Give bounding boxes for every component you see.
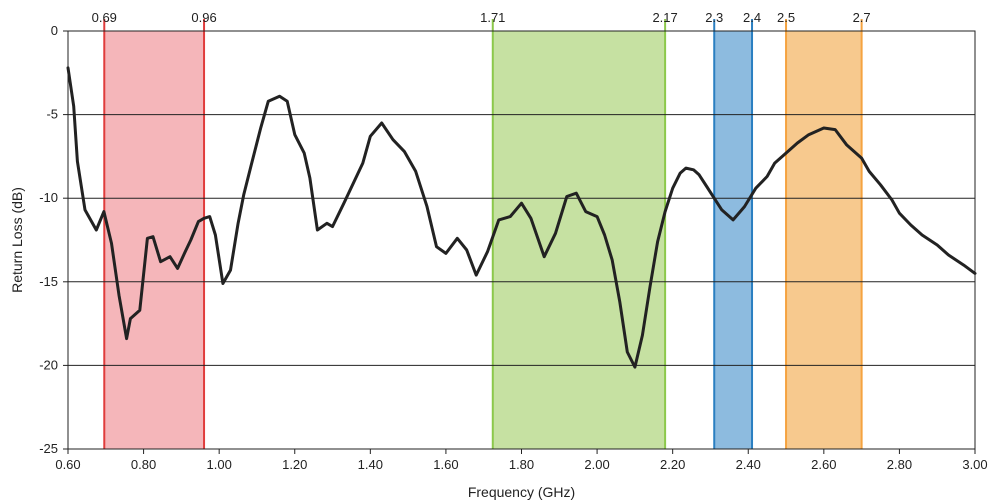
series-layer (66, 66, 977, 369)
x-tick-label-1: 0.80 (131, 457, 156, 472)
x-tick-label-6: 1.80 (509, 457, 534, 472)
x-tick-label-4: 1.40 (358, 457, 383, 472)
x-axis-ticks: 0.60 0.80 1.00 1.20 1.40 1.60 1.80 2.00 2.20 2.40… (55, 449, 988, 472)
band-3-fill (786, 31, 862, 449)
band-1-label-left: 1.71 (480, 10, 505, 25)
band-3-label-left: 2.5 (777, 10, 795, 25)
band-1-fill (492, 31, 666, 449)
x-axis-title: Frequency (GHz) (468, 484, 575, 500)
band-2-label-left: 2.3 (705, 10, 723, 25)
y-tick-label-0: 0 (51, 23, 58, 38)
x-tick-label-8: 2.20 (660, 457, 685, 472)
frequency-bands: 0.69 0.96 1.71 2.17 2.3 2.4 2.5 2.7 (92, 10, 871, 449)
series-line-0 (66, 66, 977, 369)
y-tick-label-2: -10 (39, 190, 58, 205)
band-1-label-right: 2.17 (652, 10, 677, 25)
x-tick-label-11: 2.80 (887, 457, 912, 472)
band-3-label-right: 2.7 (853, 10, 871, 25)
x-tick-label-5: 1.60 (433, 457, 458, 472)
x-tick-label-0: 0.60 (55, 457, 80, 472)
x-tick-label-3: 1.20 (282, 457, 307, 472)
y-tick-label-3: -15 (39, 274, 58, 289)
x-tick-label-12: 3.00 (962, 457, 987, 472)
band-2-fill (714, 31, 753, 449)
x-tick-label-7: 2.00 (584, 457, 609, 472)
y-tick-label-4: -20 (39, 357, 58, 372)
x-tick-label-10: 2.60 (811, 457, 836, 472)
x-tick-label-9: 2.40 (736, 457, 761, 472)
band-0-label-left: 0.69 (92, 10, 117, 25)
y-axis-title: Return Loss (dB) (9, 187, 25, 293)
band-0-label-right: 0.96 (191, 10, 216, 25)
x-tick-label-2: 1.00 (207, 457, 232, 472)
y-tick-label-1: -5 (46, 107, 58, 122)
y-axis-ticks: 0 -5 -10 -15 -20 -25 (39, 23, 68, 456)
y-tick-label-5: -25 (39, 441, 58, 456)
band-2-label-right: 2.4 (743, 10, 761, 25)
